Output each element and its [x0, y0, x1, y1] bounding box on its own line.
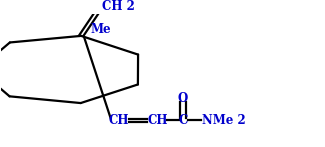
Text: CH: CH	[109, 114, 129, 127]
Text: CH: CH	[148, 114, 168, 127]
Text: NMe 2: NMe 2	[202, 114, 245, 127]
Text: Me: Me	[91, 23, 111, 36]
Text: CH 2: CH 2	[102, 0, 135, 12]
Text: O: O	[178, 92, 188, 105]
Text: C: C	[178, 114, 188, 127]
